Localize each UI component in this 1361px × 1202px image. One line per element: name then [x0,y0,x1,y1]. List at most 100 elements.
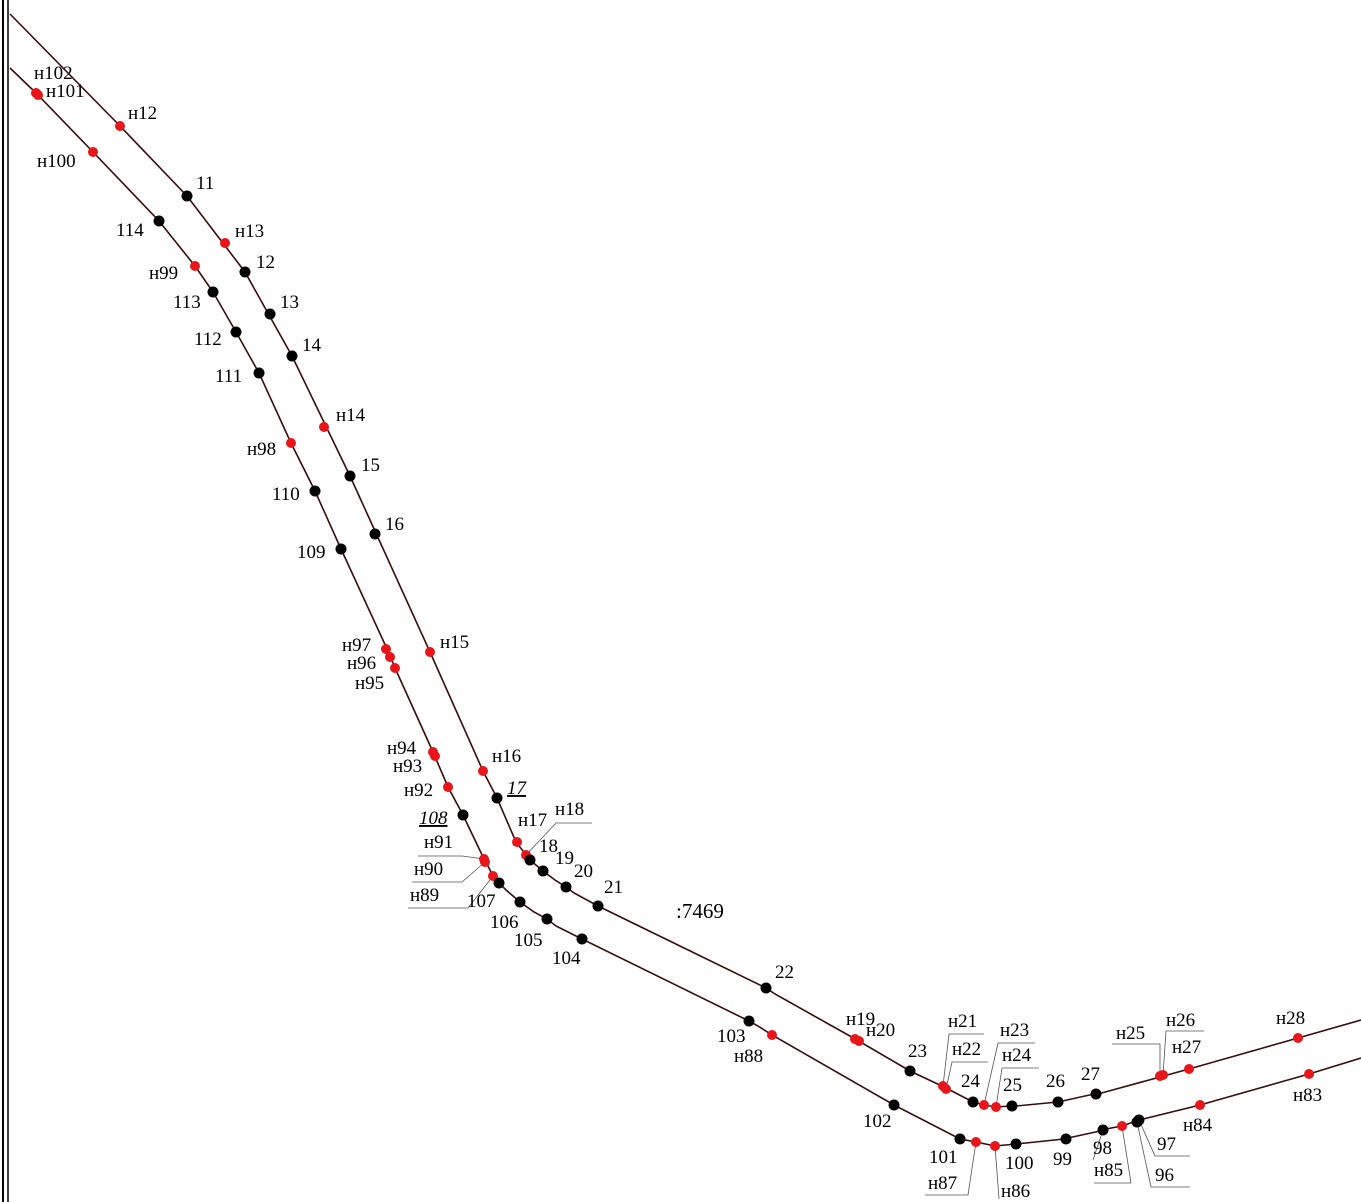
new-boundary-point [1158,1070,1168,1080]
existing-boundary-point [1060,1133,1072,1145]
point-label: н17 [518,810,547,831]
point-label: 101 [929,1147,958,1168]
new-boundary-point [385,652,395,662]
point-label: 113 [173,292,201,313]
point-label: 105 [514,930,543,951]
point-label: 103 [717,1026,746,1047]
point-label: 107 [467,891,496,912]
point-label: н21 [948,1011,977,1032]
point-label: 26 [1046,1071,1065,1092]
point-label: н25 [1116,1023,1145,1044]
point-label: н97 [342,635,371,656]
existing-boundary-point [560,881,572,893]
existing-boundary-point [592,900,604,912]
new-boundary-point [1184,1064,1194,1074]
point-label: 21 [604,877,623,898]
existing-boundary-point [253,367,265,379]
point-label: 111 [215,366,242,387]
new-boundary-point [220,238,230,248]
point-label: н88 [734,1046,763,1067]
existing-boundary-point [493,877,505,889]
label-leader-line [983,1042,1035,1106]
new-boundary-point [1117,1121,1127,1131]
new-boundary-point [990,1141,1000,1151]
new-boundary-point [488,871,498,881]
existing-boundary-point [309,485,321,497]
point-label: 100 [1005,1153,1034,1174]
point-label: н93 [393,756,422,777]
point-label: 15 [361,455,380,476]
point-label: 20 [574,861,593,882]
point-label: н28 [1276,1008,1305,1029]
existing-boundary-point [524,854,536,866]
label-leader-line [1094,1125,1132,1184]
point-label: 109 [297,542,326,563]
existing-boundary-point [335,543,347,555]
label-leader-line [994,1145,1000,1200]
label-leader-line [412,861,486,883]
existing-boundary-point [207,286,219,298]
point-label: 99 [1053,1149,1072,1170]
existing-boundary-point [239,266,251,278]
new-boundary-point [390,663,400,673]
point-label: 114 [116,220,144,241]
leader-lines [408,822,1204,1200]
new-boundary-point [941,1084,951,1094]
point-label: н16 [492,746,521,767]
point-label: н26 [1166,1010,1195,1031]
new-boundary-point [478,766,488,776]
existing-boundary-point [760,982,772,994]
existing-boundary-point [1006,1100,1018,1112]
existing-boundary-point [230,326,242,338]
existing-boundary-point [1052,1096,1064,1108]
new-boundary-point [88,147,98,157]
point-label: 16 [385,514,404,535]
point-label: н101 [46,81,85,102]
boundary-points [31,88,1314,1151]
point-label: 11 [196,173,214,194]
point-label: н89 [410,885,439,906]
point-label: 25 [1003,1075,1022,1096]
point-label: 96 [1155,1165,1174,1186]
point-label: 24 [961,1071,981,1092]
label-leader-line [1162,1030,1204,1076]
point-label: 106 [490,912,519,933]
point-label: 13 [280,292,299,313]
point-label: н90 [414,859,443,880]
point-label: н15 [440,632,469,653]
point-label: 18 [539,836,558,857]
point-label: н22 [952,1039,981,1060]
point-label: н87 [928,1173,957,1194]
existing-boundary-point [181,190,193,202]
point-label: н13 [235,221,264,242]
point-label: 22 [775,962,794,983]
existing-boundary-point [1010,1138,1022,1150]
label-leader-line [925,1141,977,1196]
point-label: н14 [336,405,366,426]
new-boundary-point [443,782,453,792]
existing-boundary-point [514,896,526,908]
point-label: н99 [149,263,178,284]
point-label: 27 [1081,1064,1100,1085]
existing-boundary-point [1131,1116,1143,1128]
new-boundary-point [286,438,296,448]
new-boundary-point [381,644,391,654]
point-label: н19 [846,1009,875,1030]
label-leader-line [1136,1121,1190,1188]
point-label: н86 [1001,1181,1030,1202]
label-leader-line [942,1033,984,1087]
point-label: 17 [507,778,528,799]
point-label: н102 [34,63,73,84]
point-label: н96 [347,653,376,674]
point-label: н27 [1172,1037,1201,1058]
point-label: 23 [908,1041,927,1062]
point-label: 97 [1157,1134,1176,1155]
existing-boundary-point [369,528,381,540]
point-label: н100 [37,151,76,172]
point-label: н94 [387,738,417,759]
point-label: н84 [1183,1115,1213,1136]
new-boundary-point [1195,1100,1205,1110]
point-label: н95 [355,673,384,694]
